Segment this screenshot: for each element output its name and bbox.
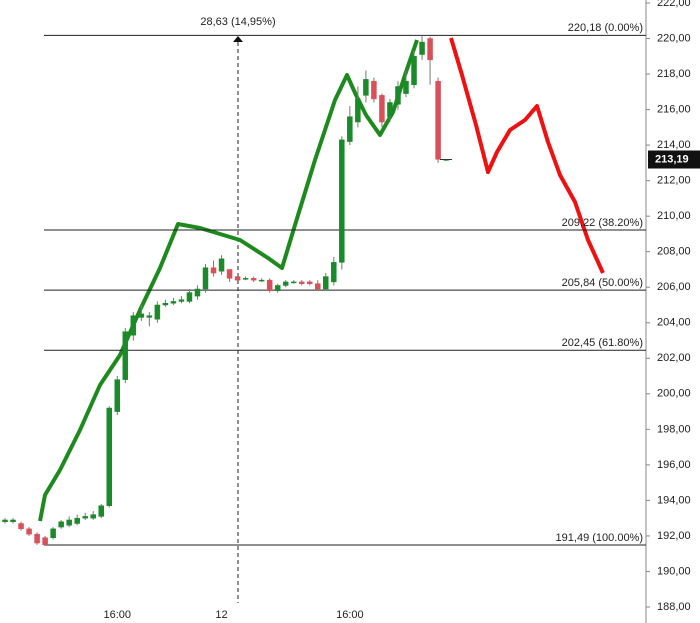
fib-label: 191,49 (100.00%) <box>556 532 643 544</box>
candle-body <box>371 80 377 100</box>
measure-arrow <box>233 36 243 42</box>
candle-body <box>186 292 193 302</box>
candle-body <box>266 279 273 292</box>
candle-body <box>274 285 281 292</box>
y-tick-label: 188,00 <box>657 601 691 613</box>
candle-body <box>34 533 40 544</box>
y-tick-label: 198,00 <box>657 423 691 435</box>
candle-body <box>90 514 96 519</box>
candle-body <box>419 41 425 55</box>
fib-label: 220,18 (0.00%) <box>568 22 643 34</box>
candle-body <box>2 519 8 522</box>
candle-body <box>10 519 16 522</box>
candle-body <box>347 116 353 142</box>
x-tick-label: 16:00 <box>104 609 132 621</box>
y-tick-label: 210,00 <box>657 210 691 222</box>
candle-body <box>315 283 321 290</box>
candle-body <box>427 38 433 61</box>
candle-body <box>411 56 417 85</box>
candle-body <box>282 281 289 286</box>
y-tick-label: 212,00 <box>657 175 691 187</box>
candle-body <box>202 267 209 290</box>
candle-body <box>18 523 24 530</box>
candle-body <box>82 516 88 519</box>
candle-body <box>58 521 64 528</box>
candle-body <box>387 102 393 117</box>
fib-label: 205,84 (50.00%) <box>562 277 643 289</box>
candle-body <box>363 79 369 96</box>
candle-body <box>355 98 361 123</box>
candle-body <box>226 269 233 279</box>
y-tick-label: 206,00 <box>657 281 691 293</box>
y-tick-label: 200,00 <box>657 388 691 400</box>
candle-body <box>298 281 305 284</box>
y-tick-label: 222,00 <box>657 0 691 9</box>
y-tick-label: 194,00 <box>657 494 691 506</box>
candle-body <box>403 80 409 94</box>
candle-body <box>122 331 129 380</box>
candle-body <box>106 407 113 506</box>
candle-body <box>130 315 137 336</box>
candle-body <box>42 537 48 546</box>
fib-label: 202,45 (61.80%) <box>562 337 643 349</box>
y-tick-label: 196,00 <box>657 459 691 471</box>
measure-label: 28,63 (14,95%) <box>200 16 275 28</box>
candle-body <box>178 299 185 302</box>
candle-body <box>307 281 313 284</box>
candle-body <box>234 276 241 281</box>
projection-green <box>38 39 419 522</box>
y-tick-label: 214,00 <box>657 139 691 151</box>
candle-body <box>331 262 337 283</box>
last-price-label: 213,19 <box>655 153 689 165</box>
candle-body <box>74 517 80 524</box>
y-tick-label: 208,00 <box>657 246 691 258</box>
candle-body <box>154 304 161 320</box>
last-price-box <box>648 150 700 169</box>
candle-body <box>435 80 441 160</box>
candle-body <box>210 267 217 274</box>
candle-body <box>146 315 153 318</box>
candle-body <box>323 276 329 290</box>
candle-body <box>26 528 32 535</box>
candle-body <box>98 505 104 517</box>
y-tick-label: 216,00 <box>657 103 691 115</box>
candle-body <box>138 313 145 318</box>
candle-body <box>290 281 297 284</box>
candle-body <box>50 528 56 538</box>
y-tick-label: 204,00 <box>657 317 691 329</box>
candle-body <box>66 519 72 526</box>
candle-body <box>162 302 169 306</box>
candle-body <box>242 278 249 280</box>
projection-red <box>449 37 605 274</box>
y-tick-label: 192,00 <box>657 530 691 542</box>
candle-body <box>258 279 265 282</box>
x-tick-label: 16:00 <box>336 609 364 621</box>
y-tick-label: 202,00 <box>657 352 691 364</box>
candle-body <box>339 139 345 263</box>
y-tick-label: 218,00 <box>657 68 691 80</box>
candle-body <box>170 301 177 304</box>
candle-body <box>194 288 201 297</box>
candle-body <box>379 95 385 123</box>
candle-body <box>218 258 225 272</box>
x-tick-label: 12 <box>215 609 227 621</box>
y-tick-label: 190,00 <box>657 565 691 577</box>
candle-body <box>250 278 257 281</box>
candle-body <box>395 86 401 105</box>
candle-body <box>114 379 121 412</box>
fib-label: 209,22 (38.20%) <box>562 217 643 229</box>
y-tick-label: 220,00 <box>657 32 691 44</box>
